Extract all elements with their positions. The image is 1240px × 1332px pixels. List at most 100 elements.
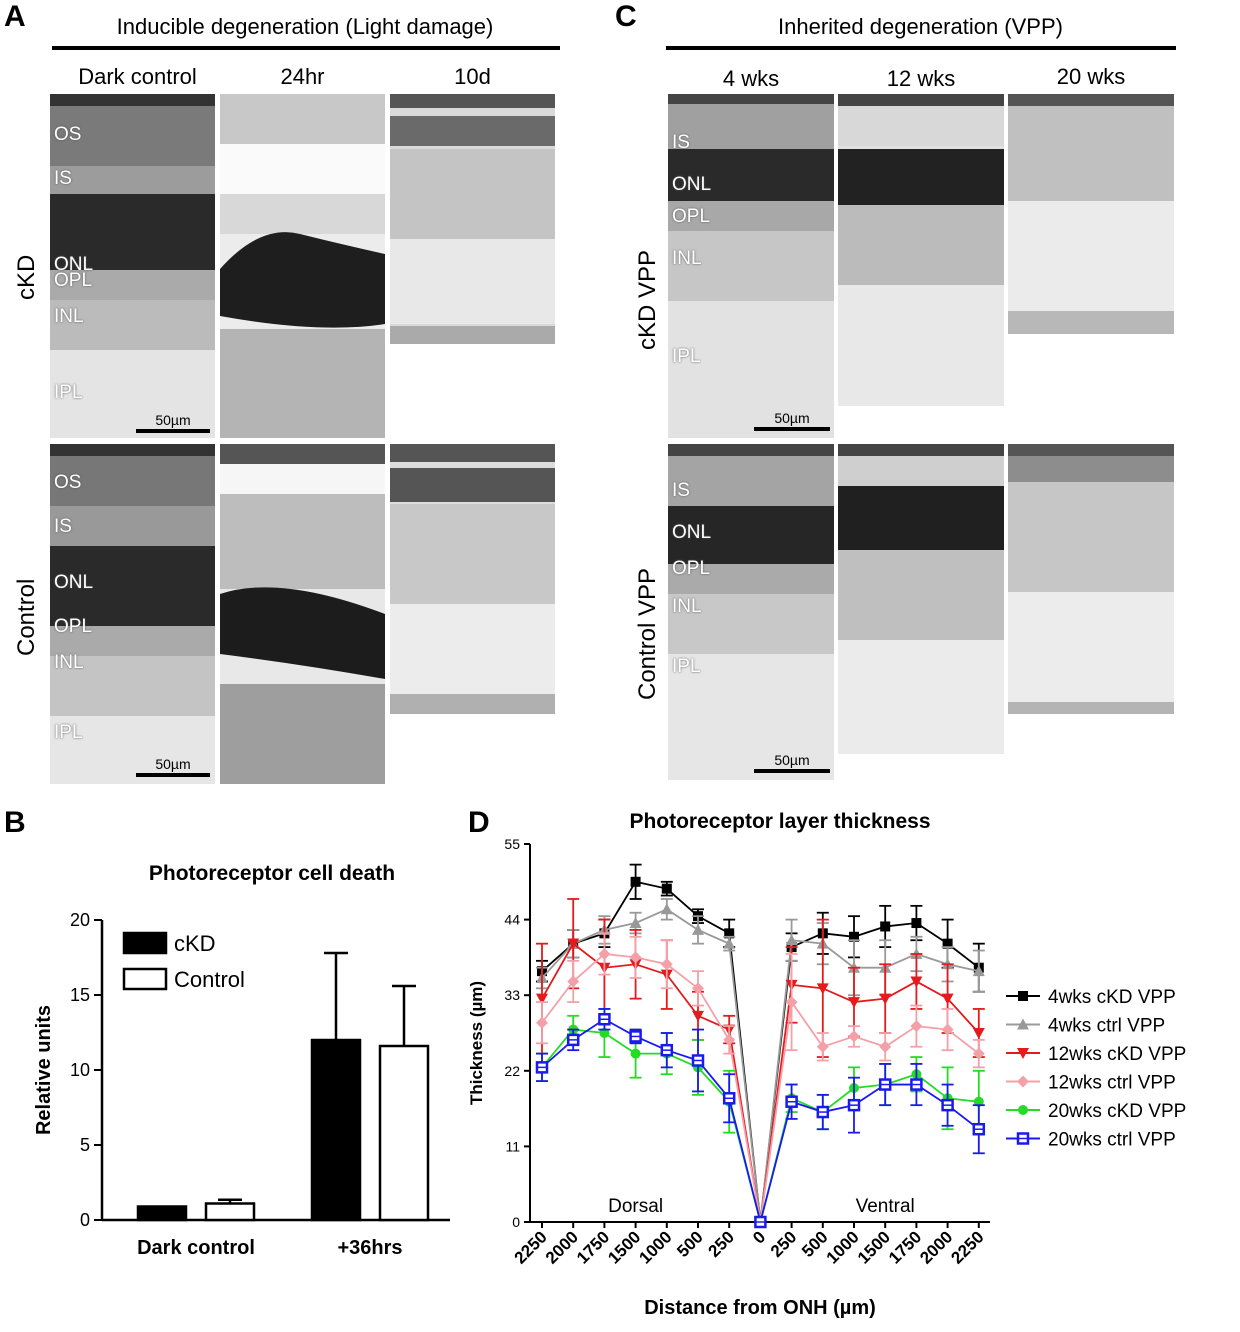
legend-swatch xyxy=(122,931,168,955)
micrograph-c-control-20wks xyxy=(1008,444,1174,714)
micrograph-texture xyxy=(838,94,1004,406)
scale-bar: 50µm xyxy=(754,410,830,431)
data-point xyxy=(911,918,922,929)
layer-label: INL xyxy=(54,306,84,327)
layer-label: IPL xyxy=(672,656,701,677)
data-point xyxy=(660,958,673,971)
data-point xyxy=(879,1040,892,1053)
scale-bar-label: 50µm xyxy=(774,752,810,768)
micrograph-texture xyxy=(390,94,555,344)
panel-label-a: A xyxy=(4,0,26,33)
data-point xyxy=(598,947,611,960)
data-point xyxy=(1017,1018,1029,1030)
micrograph-texture xyxy=(1008,444,1174,714)
x-tick-label: 250 xyxy=(705,1227,738,1260)
data-point xyxy=(972,965,985,977)
data-point xyxy=(972,1028,985,1039)
scale-bar: 50µm xyxy=(754,752,830,773)
y-tick-label: 20 xyxy=(70,910,90,930)
panel-label-c: C xyxy=(615,0,637,33)
x-tick-label: 1000 xyxy=(823,1227,863,1267)
micrograph-a-ckd-24hr xyxy=(220,94,385,438)
layer-label: IS xyxy=(54,516,72,537)
micrograph-texture xyxy=(220,94,385,438)
legend-item: 20wks cKD VPP xyxy=(1006,1101,1186,1122)
layer-label: OPL xyxy=(672,206,711,227)
data-point xyxy=(848,997,860,1009)
data-point xyxy=(816,983,829,995)
micrograph-texture xyxy=(668,444,834,780)
y-tick-label: 55 xyxy=(504,836,520,852)
layer-label: OS xyxy=(54,472,82,493)
legend-label: 20wks ctrl VPP xyxy=(1048,1130,1176,1151)
legend-label: 12wks ctrl VPP xyxy=(1048,1073,1176,1094)
micrograph-c-control-12wks xyxy=(838,444,1004,754)
panel-label-d: D xyxy=(468,806,490,839)
layer-label: ONL xyxy=(54,254,94,275)
layer-label: IPL xyxy=(54,382,83,403)
panel-c-col-4wks: 4 wks xyxy=(722,66,780,91)
data-point xyxy=(816,1040,829,1053)
x-tick-label: 1500 xyxy=(854,1227,894,1267)
data-point xyxy=(1017,1048,1029,1059)
region-label: Ventral xyxy=(856,1196,915,1217)
panel-a-row-control: Control xyxy=(13,578,40,656)
legend-item: 20wks ctrl VPP xyxy=(1006,1130,1176,1151)
data-point xyxy=(1018,991,1028,1001)
layer-label: IS xyxy=(672,132,690,153)
micrograph-texture xyxy=(50,94,215,438)
panel-a-rule xyxy=(52,46,560,50)
data-point xyxy=(973,1096,984,1107)
layer-label: ONL xyxy=(54,572,94,593)
data-point xyxy=(879,993,892,1005)
data-point xyxy=(692,1010,704,1022)
chart-title: Photoreceptor cell death xyxy=(149,862,395,885)
y-axis-label: Thickness (µm) xyxy=(467,981,486,1105)
layer-label: IPL xyxy=(54,722,83,743)
panel-a-row-ckd: cKD xyxy=(13,254,40,300)
data-point xyxy=(1018,1105,1028,1115)
scale-bar-line xyxy=(754,427,830,431)
data-point xyxy=(660,903,673,915)
data-point xyxy=(723,937,736,949)
layer-label: OPL xyxy=(54,270,93,291)
thickness-line-chart: Photoreceptor layer thickness Thickness (… xyxy=(467,810,1186,1319)
scale-bar: 50µm xyxy=(136,756,210,777)
cell-death-bar-chart: Photoreceptor cell death Relative units 0 5… xyxy=(33,862,450,1259)
y-tick-label: 5 xyxy=(80,1135,90,1155)
panel-c-col-20wks: 20 wks xyxy=(1056,64,1126,89)
layer-label: OPL xyxy=(54,616,93,637)
y-tick-label: 15 xyxy=(70,985,90,1005)
data-point xyxy=(942,938,953,949)
micrograph-c-ckd-4wks: IS ONL OPL INL IPL 50µm xyxy=(668,94,834,438)
scale-bar-line xyxy=(754,769,830,773)
micrograph-c-control-4wks: IS ONL OPL INL IPL 50µm xyxy=(668,444,834,780)
layer-label: IS xyxy=(54,168,72,189)
data-point xyxy=(880,921,891,932)
data-point xyxy=(972,1047,985,1060)
x-tick-label: 2250 xyxy=(947,1227,987,1267)
data-point xyxy=(910,976,923,988)
y-tick-label: 0 xyxy=(512,1214,520,1230)
layer-label: IS xyxy=(672,480,690,501)
micrograph-texture xyxy=(50,444,215,784)
micrograph-texture xyxy=(220,444,385,784)
panel-a-col-24hr: 24hr xyxy=(280,64,325,89)
series-4 xyxy=(536,1008,985,1227)
micrograph-a-ckd-10d xyxy=(390,94,555,344)
x-tick-label: 2250 xyxy=(511,1227,551,1267)
micrograph-c-ckd-12wks xyxy=(838,94,1004,406)
legend-swatch xyxy=(122,967,168,991)
x-tick-label: 0 xyxy=(749,1227,769,1247)
series-5 xyxy=(535,1008,986,1229)
bar xyxy=(136,1205,188,1222)
bar xyxy=(378,1044,430,1222)
micrograph-texture xyxy=(1008,94,1174,334)
panel-label-b: B xyxy=(4,806,26,839)
data-point xyxy=(785,934,798,946)
data-point xyxy=(941,1023,954,1036)
x-tick-label: 1750 xyxy=(573,1227,613,1267)
legend-label: 4wks cKD VPP xyxy=(1048,987,1176,1008)
micrograph-a-ckd-dark: OS IS ONL OPL INL IPL 50µm xyxy=(50,94,215,438)
data-point xyxy=(630,876,641,887)
